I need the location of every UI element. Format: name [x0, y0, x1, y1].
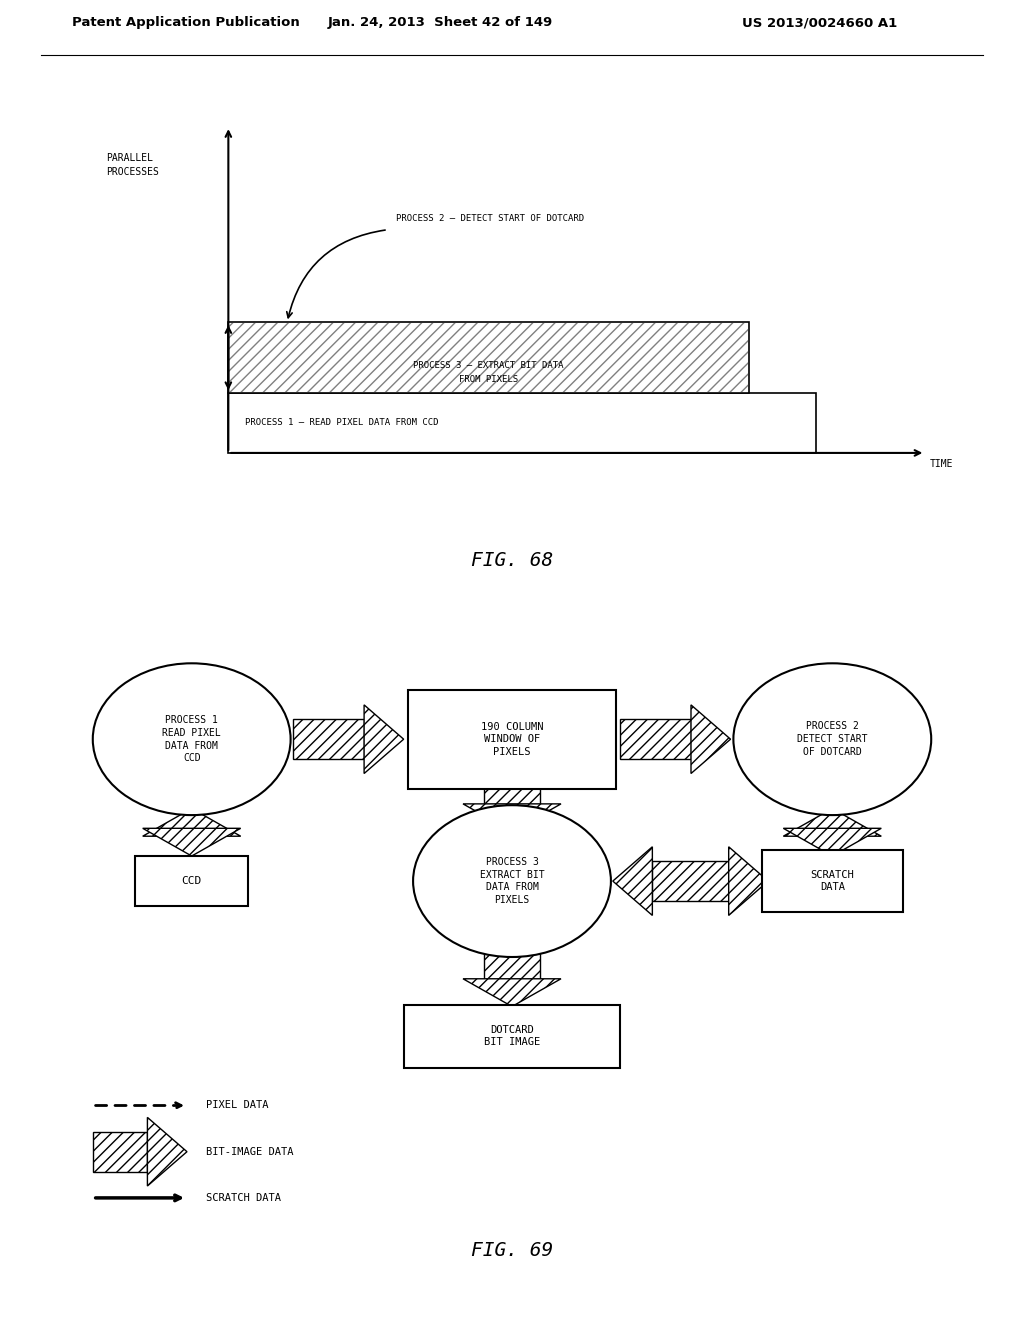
Bar	[483, 784, 541, 804]
Text: Patent Application Publication: Patent Application Publication	[72, 16, 299, 29]
Text: PROCESS 3
EXTRACT BIT
DATA FROM
PIXELS: PROCESS 3 EXTRACT BIT DATA FROM PIXELS	[479, 857, 545, 906]
Polygon shape	[365, 705, 403, 774]
Bar	[229, 323, 749, 392]
Bar	[762, 850, 903, 912]
Bar	[804, 829, 860, 837]
Text: PROCESS 2 – DETECT START OF DOTCARD: PROCESS 2 – DETECT START OF DOTCARD	[396, 214, 585, 223]
Polygon shape	[783, 808, 882, 837]
Bar	[164, 829, 220, 837]
Ellipse shape	[413, 805, 611, 957]
Text: PROCESS 1 – READ PIXEL DATA FROM CCD: PROCESS 1 – READ PIXEL DATA FROM CCD	[245, 418, 438, 428]
Text: CCD: CCD	[181, 876, 202, 886]
Text: FIG. 69: FIG. 69	[471, 1241, 553, 1261]
Bar	[93, 1131, 147, 1172]
Polygon shape	[691, 705, 730, 774]
Text: FIG. 68: FIG. 68	[471, 552, 553, 570]
Polygon shape	[142, 829, 241, 855]
Polygon shape	[142, 808, 241, 837]
Polygon shape	[612, 847, 652, 916]
Text: BIT-IMAGE DATA: BIT-IMAGE DATA	[206, 1147, 293, 1156]
Bar	[228, 393, 816, 453]
Bar	[294, 719, 365, 759]
Text: PIXEL DATA: PIXEL DATA	[206, 1101, 268, 1110]
Text: US 2013/0024660 A1: US 2013/0024660 A1	[741, 16, 897, 29]
Bar	[135, 857, 248, 906]
Ellipse shape	[733, 663, 931, 814]
Text: PROCESS 1
READ PIXEL
DATA FROM
CCD: PROCESS 1 READ PIXEL DATA FROM CCD	[163, 715, 221, 763]
Text: DOTCARD
BIT IMAGE: DOTCARD BIT IMAGE	[484, 1026, 540, 1047]
Text: PARALLEL
PROCESSES: PARALLEL PROCESSES	[106, 153, 160, 177]
Text: PROCESS 3 – EXTRACT BIT DATA: PROCESS 3 – EXTRACT BIT DATA	[414, 362, 564, 371]
Bar	[621, 719, 691, 759]
Text: SCRATCH DATA: SCRATCH DATA	[206, 1193, 281, 1203]
Text: PROCESS 2
DETECT START
OF DOTCARD: PROCESS 2 DETECT START OF DOTCARD	[797, 722, 867, 756]
Ellipse shape	[93, 663, 291, 814]
Polygon shape	[463, 804, 561, 832]
Bar	[403, 1005, 621, 1068]
Text: SCRATCH
DATA: SCRATCH DATA	[810, 870, 854, 892]
Bar	[652, 861, 729, 900]
Bar	[228, 322, 749, 393]
Bar	[483, 950, 541, 978]
Text: 190 COLUMN
WINDOW OF
PIXELS: 190 COLUMN WINDOW OF PIXELS	[480, 722, 544, 756]
Polygon shape	[147, 1117, 187, 1185]
Polygon shape	[783, 829, 882, 855]
Polygon shape	[729, 847, 768, 916]
Text: TIME: TIME	[930, 459, 953, 469]
Text: FROM PIXELS: FROM PIXELS	[459, 375, 518, 384]
Bar	[409, 689, 615, 788]
Polygon shape	[463, 978, 561, 1006]
Text: Jan. 24, 2013  Sheet 42 of 149: Jan. 24, 2013 Sheet 42 of 149	[328, 16, 553, 29]
